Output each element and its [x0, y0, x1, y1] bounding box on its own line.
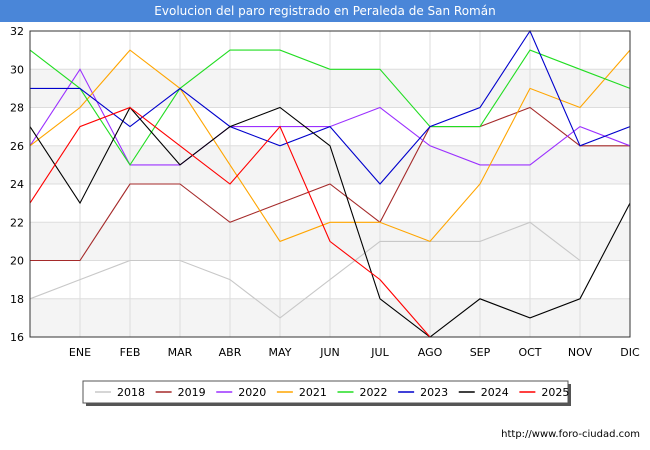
legend-label-2025: 2025	[541, 386, 569, 399]
x-tick-label: ABR	[219, 346, 242, 359]
series-line-2025	[29, 106, 431, 338]
legend-label-2022: 2022	[360, 386, 388, 399]
x-tick-label: DIC	[620, 346, 640, 359]
y-tick-label: 32	[10, 25, 24, 38]
chart-title: Evolucion del paro registrado en Peraled…	[0, 0, 650, 22]
series-line-2021	[29, 49, 631, 243]
x-tick-label: MAR	[168, 346, 193, 359]
y-tick-label: 20	[10, 255, 24, 268]
y-tick-label: 30	[10, 63, 24, 76]
x-tick-label: MAY	[269, 346, 292, 359]
x-tick-label: ENE	[69, 346, 91, 359]
x-tick-label: FEB	[120, 346, 141, 359]
x-tick-label: OCT	[518, 346, 541, 359]
plot-border	[29, 30, 631, 338]
y-tick-label: 22	[10, 216, 24, 229]
x-tick-label: SEP	[470, 346, 491, 359]
y-tick-label: 18	[10, 293, 24, 306]
legend-label-2021: 2021	[299, 386, 327, 399]
series-line-2019	[30, 106, 630, 262]
x-tick-label: NOV	[568, 346, 593, 359]
y-tick-label: 24	[10, 178, 24, 191]
y-tick-label: 28	[10, 102, 24, 115]
y-tick-label: 16	[10, 331, 24, 344]
y-axis-ticks: 16 18 20 22 24 26 28 30 32	[10, 25, 24, 344]
legend-label-2018: 2018	[117, 386, 145, 399]
source-credit[interactable]: http://www.foro-ciudad.com	[501, 429, 640, 440]
plot-frame	[29, 30, 631, 338]
y-tick-label: 26	[10, 140, 24, 153]
x-tick-label: AGO	[418, 346, 443, 359]
x-axis-ticks: ENE FEB MAR ABR MAY JUN JUL AGO SEP OCT NOV DIC	[69, 346, 640, 359]
series-line-2018	[29, 221, 581, 319]
legend: 2018 2019 2020 2021 2022 2023 2024 2025	[82, 380, 571, 406]
legend-label-2020: 2020	[238, 386, 266, 399]
legend-box	[82, 380, 569, 404]
legend-label-2024: 2024	[481, 386, 509, 399]
legend-label-2023: 2023	[420, 386, 448, 399]
x-tick-label: JUL	[370, 346, 389, 359]
series-line-2022	[29, 49, 631, 166]
x-tick-label: JUN	[319, 346, 340, 359]
legend-label-2019: 2019	[178, 386, 206, 399]
series-lines	[29, 29, 631, 338]
